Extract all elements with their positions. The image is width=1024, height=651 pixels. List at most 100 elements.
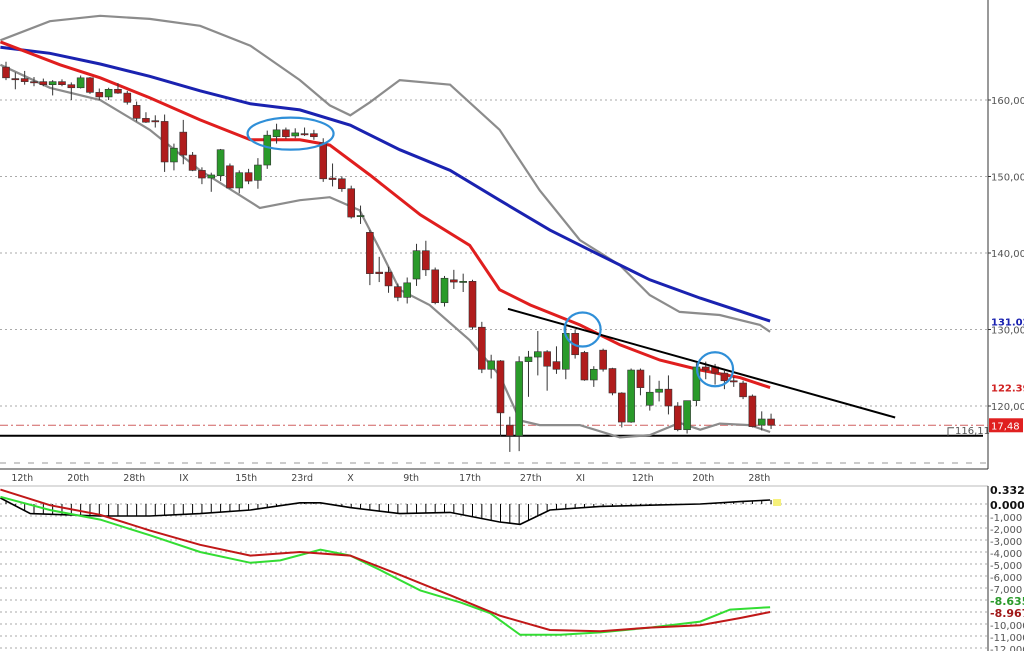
- candle: [95, 88, 104, 100]
- date-tick-label: 9th: [403, 473, 419, 484]
- support-line-label: 116,11: [955, 426, 990, 437]
- price-panel: 160,00 150,00 140,00 130,00 120,00 116,11 131.…: [0, 0, 1024, 470]
- macd-tick-label: -2,000: [990, 525, 1022, 536]
- candle: [375, 256, 384, 283]
- candle-body: [487, 360, 495, 370]
- indicator-value-label: 122.39: [991, 384, 1024, 395]
- candle-body: [431, 269, 439, 304]
- fast-moving-average-line: [0, 40, 771, 390]
- candle: [282, 127, 290, 140]
- candle: [188, 152, 197, 172]
- candle-body: [589, 368, 598, 381]
- candle-body: [170, 147, 178, 163]
- candle: [356, 205, 365, 224]
- candle: [580, 350, 589, 381]
- candle-body: [478, 326, 486, 370]
- date-tick-label: 12th: [632, 473, 654, 484]
- candle-body: [422, 250, 430, 271]
- date-tick-label: 28th: [748, 473, 770, 484]
- macd-tick-label: -8.635: [990, 595, 1024, 608]
- macd-tick-label: -4,000: [990, 549, 1022, 560]
- candle-body: [375, 271, 384, 274]
- candle: [48, 80, 57, 96]
- candle: [422, 240, 430, 276]
- annotation-circle: [563, 311, 602, 348]
- macd-tick-label: 0.000: [990, 499, 1024, 512]
- candle: [608, 367, 617, 396]
- candle: [170, 143, 178, 171]
- candle-body: [254, 164, 262, 181]
- candle: [67, 82, 76, 100]
- candle-body: [599, 349, 607, 370]
- date-tick-label: 12th: [11, 473, 33, 484]
- candle-body: [384, 271, 393, 287]
- candle: [179, 119, 188, 165]
- candle: [319, 138, 328, 182]
- candle-body: [608, 368, 617, 394]
- date-tick-label: 20th: [67, 473, 89, 484]
- candle: [534, 331, 542, 376]
- candle: [384, 266, 393, 293]
- candle-body: [440, 277, 449, 304]
- candle-body: [683, 400, 691, 431]
- candle: [104, 87, 113, 100]
- candle: [431, 267, 439, 305]
- macd-signal-line: [0, 488, 771, 633]
- candle-body: [300, 133, 309, 136]
- candle: [86, 77, 94, 94]
- candle: [235, 170, 244, 194]
- candle-body: [403, 282, 411, 298]
- candle: [617, 392, 626, 428]
- candle: [524, 350, 533, 397]
- candle-body: [366, 232, 374, 274]
- candle: [589, 366, 598, 387]
- candle-body: [114, 88, 122, 94]
- candle-body: [729, 380, 738, 383]
- candle: [552, 346, 561, 374]
- candle: [263, 130, 272, 169]
- macd-tick-label: -8.967: [990, 607, 1024, 620]
- candle: [39, 78, 48, 87]
- candle-body: [580, 352, 589, 381]
- candle: [655, 380, 663, 402]
- candle: [757, 411, 766, 431]
- candle-body: [356, 215, 365, 218]
- candle-body: [459, 281, 467, 283]
- candle-body: [2, 66, 10, 79]
- candle-body: [720, 372, 729, 382]
- price-tick-label: 160,00: [991, 96, 1024, 107]
- candle: [160, 114, 169, 172]
- candle-body: [30, 81, 38, 84]
- candle-body: [506, 424, 514, 437]
- candle-body: [188, 154, 197, 171]
- candle-body: [291, 132, 300, 137]
- annotation-ellipse: [246, 116, 335, 151]
- candle: [310, 129, 318, 140]
- candle-body: [617, 392, 626, 423]
- candle: [468, 279, 477, 330]
- candle-body: [244, 172, 253, 182]
- candle: [272, 123, 281, 144]
- macd-tick-label: -11,000: [990, 633, 1024, 644]
- candle-body: [282, 129, 290, 138]
- candle-body: [328, 177, 337, 180]
- candle-body: [655, 388, 663, 393]
- candle-body: [664, 388, 673, 407]
- candle: [123, 90, 132, 105]
- candle-body: [123, 92, 132, 103]
- candle-body: [701, 366, 710, 371]
- candle: [207, 172, 216, 192]
- macd-tick-label: -12,000: [990, 645, 1024, 651]
- price-tick-label: 140,00: [991, 249, 1024, 260]
- price-tick-label: 130,00: [991, 326, 1024, 337]
- candle: [767, 413, 775, 429]
- candle-body: [636, 369, 645, 388]
- date-axis: 12th 20th 28th IX 15th 23rd X 9th 17th 27th XI 12th…: [0, 462, 988, 484]
- candle-body: [748, 395, 757, 427]
- candle: [20, 70, 29, 85]
- candle: [114, 83, 122, 94]
- candle: [291, 128, 300, 139]
- candle-body: [394, 286, 402, 298]
